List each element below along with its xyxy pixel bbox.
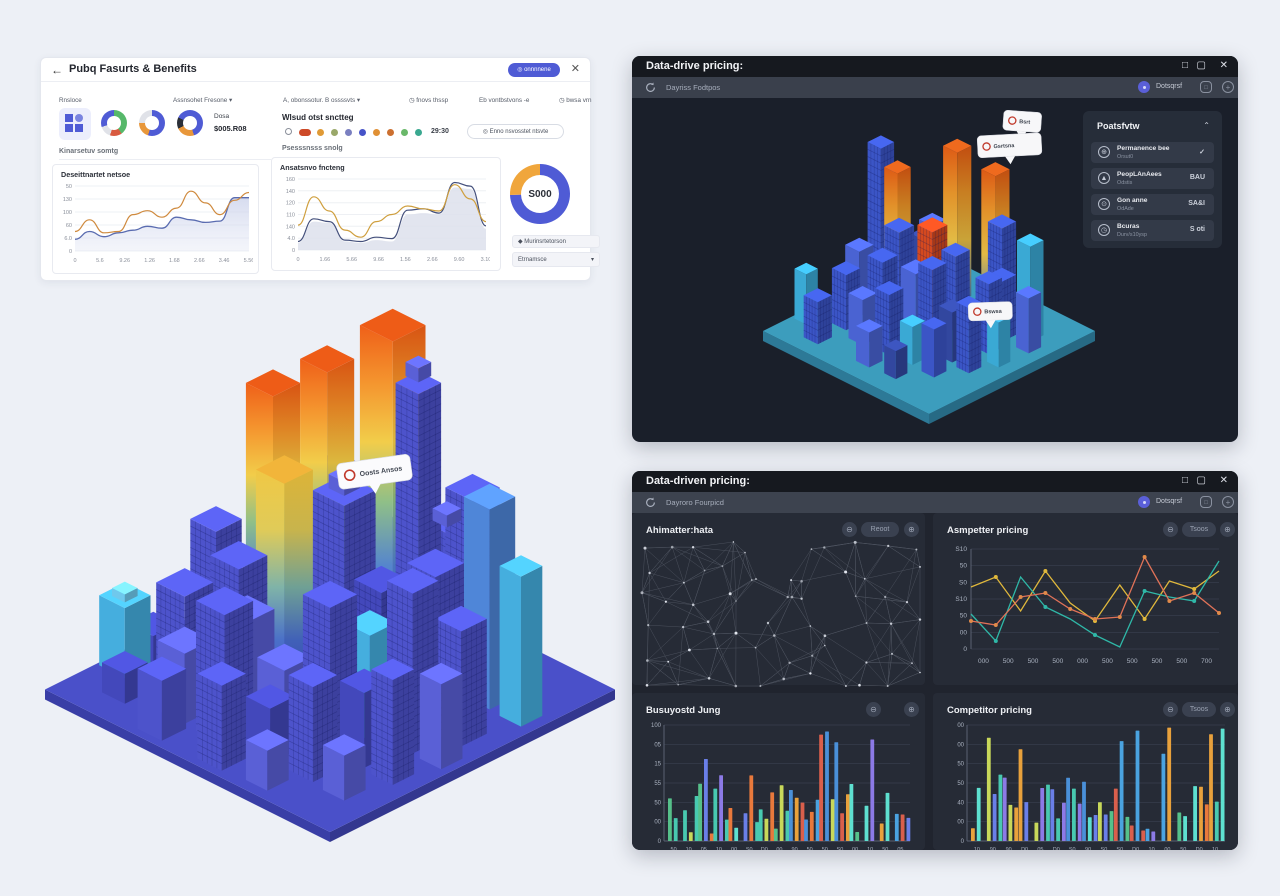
svg-text:D0: D0 (761, 847, 768, 850)
svg-text:9.26: 9.26 (119, 258, 130, 264)
svg-text:4.0: 4.0 (287, 236, 295, 242)
svg-text:D0: D0 (1021, 847, 1028, 850)
svg-text:15: 15 (654, 762, 661, 768)
svg-text:5.6: 5.6 (96, 258, 104, 264)
svg-text:10: 10 (974, 847, 980, 850)
svg-text:60: 60 (66, 223, 72, 229)
svg-text:500: 500 (1152, 658, 1163, 665)
svg-text:50: 50 (882, 847, 888, 850)
svg-text:50: 50 (1180, 847, 1186, 850)
svg-text:100: 100 (651, 723, 662, 729)
svg-text:S0: S0 (837, 847, 844, 850)
svg-text:000: 000 (978, 658, 989, 665)
svg-text:1.66: 1.66 (320, 257, 331, 263)
svg-text:10: 10 (1212, 847, 1218, 850)
svg-text:500: 500 (1127, 658, 1138, 665)
svg-text:S10: S10 (955, 546, 967, 553)
svg-text:5.66: 5.66 (346, 257, 357, 263)
svg-text:50: 50 (66, 184, 72, 190)
svg-text:00: 00 (654, 820, 661, 826)
svg-text:50: 50 (654, 800, 661, 806)
svg-text:500: 500 (1102, 658, 1113, 665)
svg-text:9.66: 9.66 (373, 257, 384, 263)
svg-text:0: 0 (73, 258, 76, 264)
svg-text:2.66: 2.66 (194, 258, 205, 264)
svg-text:00: 00 (731, 847, 737, 850)
svg-text:50: 50 (957, 762, 964, 768)
svg-text:9.60: 9.60 (454, 257, 465, 263)
svg-text:05: 05 (1037, 847, 1043, 850)
svg-text:00: 00 (957, 742, 964, 748)
svg-text:700: 700 (1201, 658, 1212, 665)
svg-text:D0: D0 (1196, 847, 1203, 850)
svg-text:00: 00 (1164, 847, 1170, 850)
svg-text:00: 00 (957, 820, 964, 826)
svg-text:D0: D0 (1132, 847, 1139, 850)
svg-text:Bswsa: Bswsa (984, 309, 1003, 316)
svg-text:90: 90 (1006, 847, 1012, 850)
svg-text:0: 0 (69, 249, 72, 255)
svg-text:1.26: 1.26 (144, 258, 155, 264)
svg-text:90: 90 (1085, 847, 1091, 850)
svg-text:130: 130 (63, 197, 72, 203)
svg-text:50: 50 (671, 847, 677, 850)
svg-text:1.68: 1.68 (169, 258, 180, 264)
svg-text:90: 90 (990, 847, 996, 850)
svg-text:S0: S0 (959, 579, 967, 586)
svg-text:S0: S0 (746, 847, 753, 850)
svg-text:00: 00 (852, 847, 858, 850)
svg-text:00: 00 (776, 847, 782, 850)
svg-text:140: 140 (286, 189, 295, 195)
svg-text:05: 05 (654, 742, 661, 748)
svg-text:S0: S0 (1101, 847, 1108, 850)
svg-text:S0: S0 (1116, 847, 1123, 850)
svg-text:0: 0 (961, 839, 965, 845)
svg-text:S000: S000 (528, 189, 552, 200)
svg-text:Gsrtsna: Gsrtsna (993, 143, 1015, 150)
svg-text:05: 05 (701, 847, 707, 850)
svg-text:100: 100 (63, 210, 72, 216)
svg-text:6.0: 6.0 (64, 236, 72, 242)
svg-text:3.46: 3.46 (219, 258, 230, 264)
svg-text:50: 50 (960, 563, 968, 570)
svg-text:D0: D0 (1053, 847, 1060, 850)
svg-text:S0: S0 (1069, 847, 1076, 850)
svg-text:140: 140 (286, 224, 295, 230)
svg-text:Bsrt: Bsrt (1019, 119, 1031, 126)
svg-text:500: 500 (1003, 658, 1014, 665)
svg-text:40: 40 (957, 800, 964, 806)
svg-text:120: 120 (286, 201, 295, 207)
svg-text:5.56: 5.56 (244, 258, 253, 264)
svg-text:10: 10 (1149, 847, 1155, 850)
svg-text:50: 50 (960, 613, 968, 620)
svg-text:05: 05 (897, 847, 903, 850)
svg-text:10: 10 (686, 847, 692, 850)
svg-text:3.10: 3.10 (481, 257, 490, 263)
svg-text:S10: S10 (955, 596, 967, 603)
svg-text:500: 500 (1052, 658, 1063, 665)
svg-text:2.66: 2.66 (427, 257, 438, 263)
svg-text:000: 000 (1077, 658, 1088, 665)
svg-text:0: 0 (296, 257, 299, 263)
svg-text:00: 00 (960, 629, 968, 636)
svg-text:50: 50 (957, 781, 964, 787)
svg-text:0: 0 (292, 248, 295, 254)
svg-text:110: 110 (286, 213, 295, 219)
svg-text:500: 500 (1028, 658, 1039, 665)
svg-text:10: 10 (867, 847, 873, 850)
svg-text:90: 90 (792, 847, 798, 850)
svg-text:00: 00 (957, 723, 964, 729)
svg-text:10: 10 (716, 847, 722, 850)
svg-text:0: 0 (658, 839, 662, 845)
svg-text:500: 500 (1176, 658, 1187, 665)
svg-text:50: 50 (807, 847, 813, 850)
svg-text:50: 50 (822, 847, 828, 850)
svg-text:1.56: 1.56 (400, 257, 411, 263)
svg-text:55: 55 (654, 781, 661, 787)
svg-text:0: 0 (963, 646, 967, 653)
svg-text:160: 160 (286, 177, 295, 183)
